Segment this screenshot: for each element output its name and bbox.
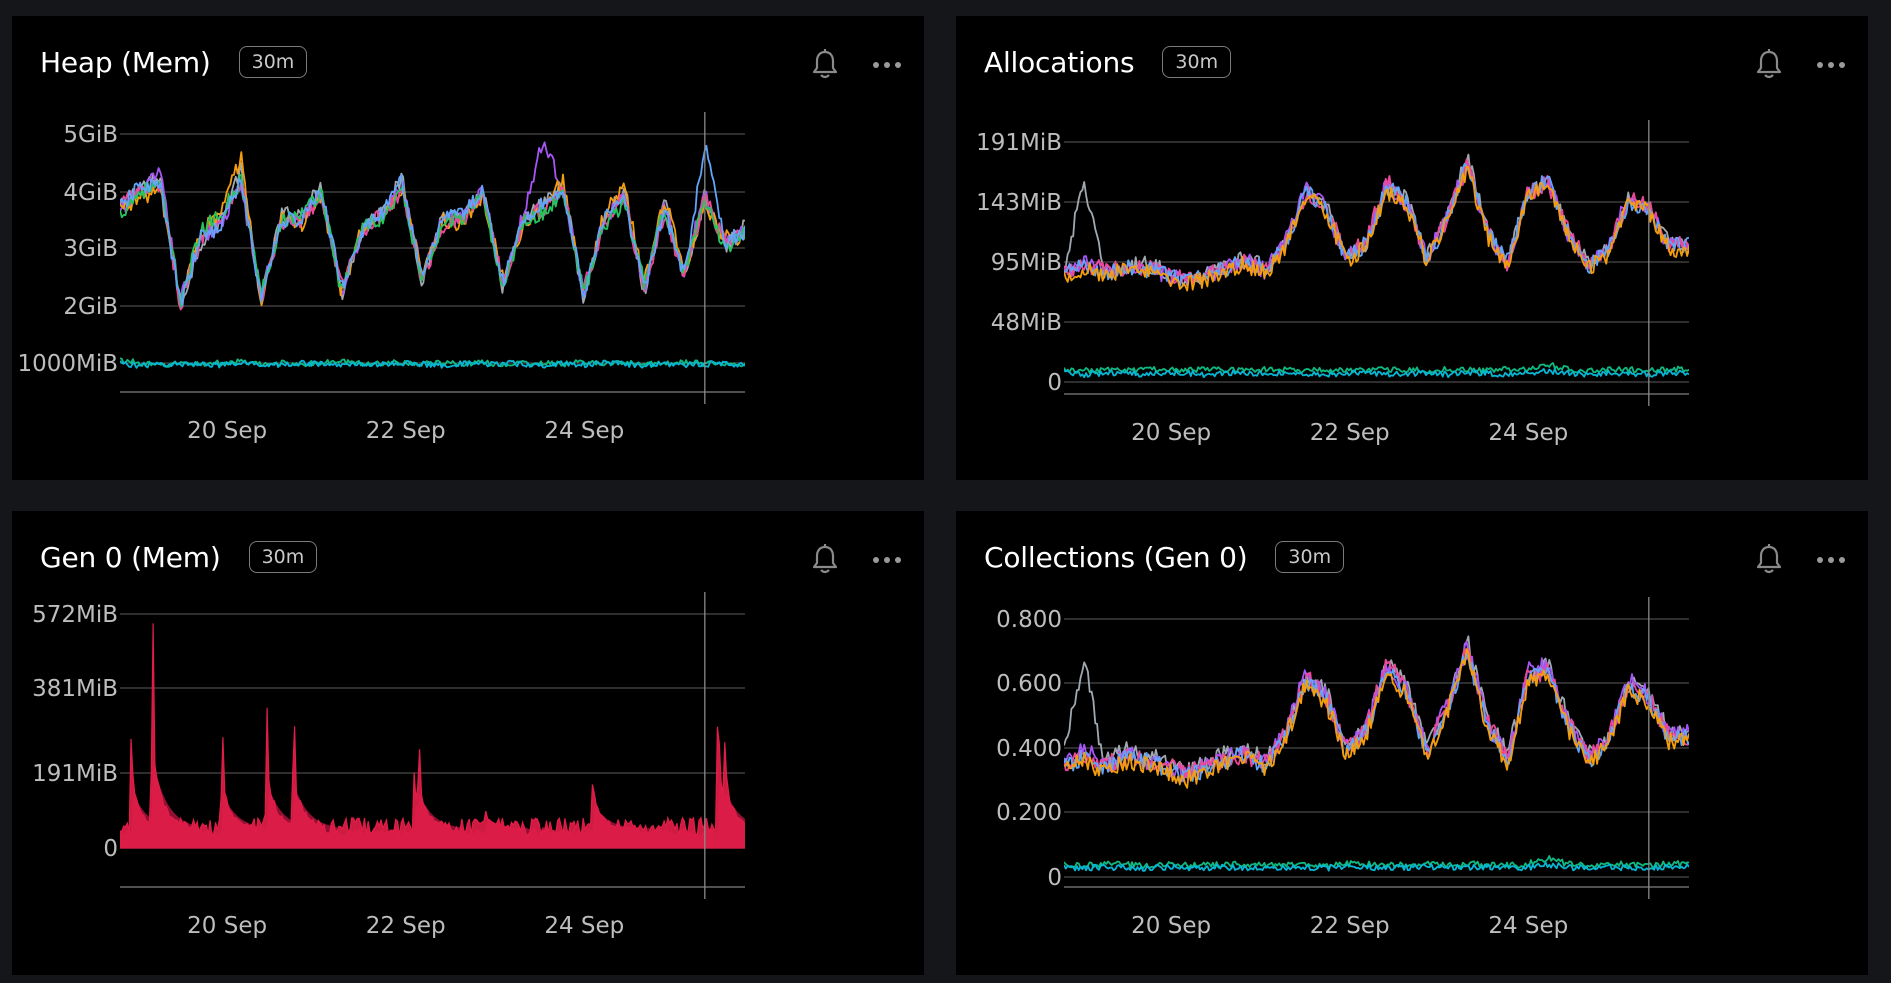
allocations-chart[interactable]: 191MiB 143MiB 95MiB 48MiB 0 20 Sep 22 Sep 24 Se… [956, 16, 1868, 480]
y-tick-label: 381MiB [32, 676, 118, 702]
panel-heap-mem: Heap (Mem) 30m 5GiB4GiB3GiB2GiB1000MiB20… [12, 16, 924, 480]
series-instance-4 [1064, 653, 1689, 783]
y-tick-label: 191MiB [976, 130, 1062, 156]
y-tick-label: 95MiB [991, 250, 1062, 276]
series-gen0-a [120, 623, 745, 848]
y-tick-label: 0 [1047, 865, 1062, 891]
y-tick-label: 191MiB [32, 761, 118, 787]
y-tick-label: 3GiB [63, 236, 118, 262]
series-instance-5 [120, 175, 745, 307]
x-tick-label: 20 Sep [1131, 420, 1211, 446]
panel-gen0-mem: Gen 0 (Mem) 30m 572MiB381MiB191MiB020 Se… [12, 511, 924, 975]
x-tick-label: 20 Sep [1131, 913, 1211, 939]
y-tick-label: 0.200 [996, 800, 1062, 826]
y-tick-label: 4GiB [63, 180, 118, 206]
x-tick-label: 22 Sep [1310, 420, 1390, 446]
y-tick-label: 2GiB [63, 294, 118, 320]
x-tick-label: 24 Sep [1488, 420, 1568, 446]
x-tick-label: 22 Sep [366, 418, 446, 444]
y-tick-label: 143MiB [976, 190, 1062, 216]
series-group [1064, 636, 1689, 871]
x-tick-label: 24 Sep [544, 913, 624, 939]
series-instance-6 [120, 146, 745, 306]
series-instance-3 [120, 152, 745, 305]
series-instance-4 [1064, 164, 1689, 287]
y-tick-label: 572MiB [32, 602, 118, 628]
series-instance-6 [1064, 363, 1689, 373]
y-tick-label: 0 [1047, 370, 1062, 396]
y-tick-label: 0.400 [996, 736, 1062, 762]
series-group [120, 142, 745, 368]
gen0-mem-chart[interactable]: 572MiB 381MiB 191MiB 0 20 Sep 22 Sep 24 Sep [12, 511, 924, 975]
y-tick-label: 0 [103, 836, 118, 862]
x-tick-label: 24 Sep [1488, 913, 1568, 939]
y-tick-label: 5GiB [63, 122, 118, 148]
x-tick-label: 22 Sep [1310, 913, 1390, 939]
panel-collections-gen0: Collections (Gen 0) 30m 0.8000.6000.4000… [956, 511, 1868, 975]
x-tick-label: 20 Sep [187, 913, 267, 939]
x-tick-label: 24 Sep [544, 418, 624, 444]
series-group [1064, 155, 1689, 378]
collections-gen0-chart[interactable]: 0.800 0.600 0.400 0.200 0 20 Sep 22 Sep 24 Sep [956, 511, 1868, 975]
panel-allocations: Allocations 30m 191MiB143MiB95MiB48MiB02… [956, 16, 1868, 480]
heap-chart[interactable]: 5GiB 4GiB 3GiB 2GiB 1000MiB 20 Sep 22 Sep 24 Se… [12, 16, 924, 480]
series-instance-5 [1064, 166, 1689, 290]
y-tick-label: 0.800 [996, 607, 1062, 633]
x-tick-label: 20 Sep [187, 418, 267, 444]
x-tick-label: 22 Sep [366, 913, 446, 939]
y-tick-label: 0.600 [996, 671, 1062, 697]
series-group [120, 623, 745, 848]
y-tick-label: 1000MiB [17, 351, 118, 377]
y-tick-label: 48MiB [991, 310, 1062, 336]
